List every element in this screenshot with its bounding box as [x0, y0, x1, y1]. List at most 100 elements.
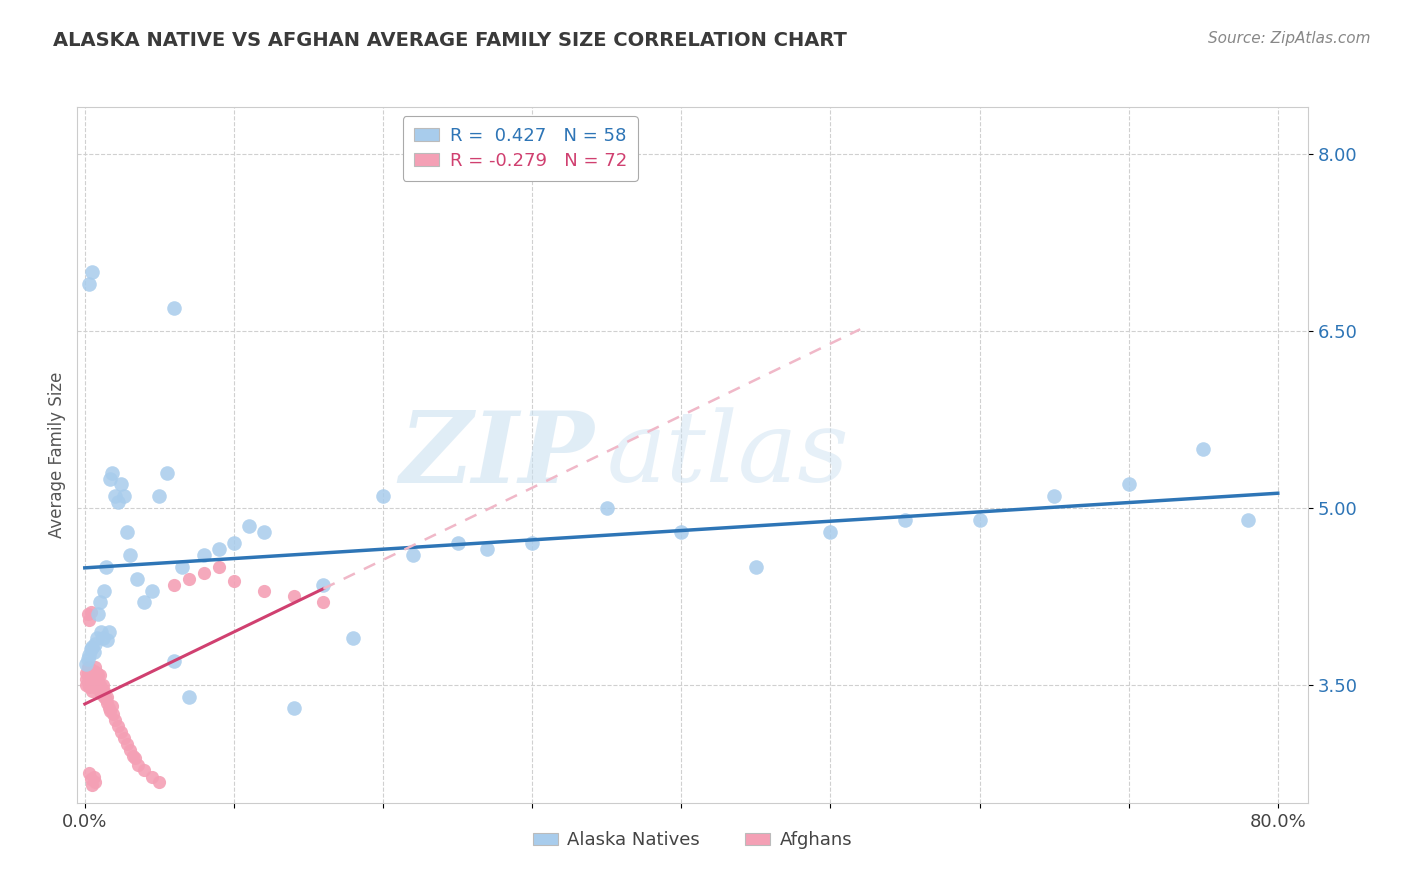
Point	[134, 763, 156, 777]
Point	[96, 696, 118, 710]
Point	[75, 672, 97, 686]
Point	[193, 548, 215, 562]
Point	[76, 652, 98, 666]
Point	[312, 595, 335, 609]
Point	[156, 466, 179, 480]
Point	[77, 666, 100, 681]
Point	[93, 690, 115, 704]
Point	[104, 713, 127, 727]
Point	[371, 489, 394, 503]
Point	[89, 678, 111, 692]
Point	[86, 680, 108, 694]
Point	[253, 524, 276, 539]
Point	[402, 548, 425, 562]
Point	[107, 719, 129, 733]
Point	[520, 536, 543, 550]
Point	[121, 748, 143, 763]
Point	[86, 666, 108, 681]
Point	[1043, 489, 1066, 503]
Point	[969, 513, 991, 527]
Point	[89, 595, 111, 609]
Point	[283, 590, 305, 604]
Point	[222, 574, 245, 588]
Point	[76, 675, 98, 690]
Point	[163, 654, 186, 668]
Point	[82, 640, 104, 654]
Point	[77, 660, 100, 674]
Point	[134, 595, 156, 609]
Point	[94, 692, 117, 706]
Point	[1118, 477, 1140, 491]
Point	[100, 466, 122, 480]
Point	[89, 683, 111, 698]
Point	[82, 265, 104, 279]
Point	[148, 489, 170, 503]
Point	[97, 624, 120, 639]
Point	[87, 668, 110, 682]
Point	[208, 560, 231, 574]
Point	[477, 542, 499, 557]
Text: atlas: atlas	[606, 408, 849, 502]
Y-axis label: Average Family Size: Average Family Size	[48, 372, 66, 538]
Point	[91, 683, 114, 698]
Point	[75, 657, 97, 671]
Point	[77, 672, 100, 686]
Point	[82, 683, 104, 698]
Point	[76, 668, 98, 682]
Point	[98, 704, 121, 718]
Point	[745, 560, 768, 574]
Point	[820, 524, 842, 539]
Point	[77, 680, 100, 694]
Point	[80, 642, 103, 657]
Point	[83, 645, 105, 659]
Point	[107, 495, 129, 509]
Point	[163, 301, 186, 315]
Point	[115, 524, 138, 539]
Point	[80, 678, 103, 692]
Point	[75, 666, 97, 681]
Point	[312, 577, 335, 591]
Point	[342, 631, 364, 645]
Point	[83, 680, 105, 694]
Point	[82, 666, 104, 681]
Point	[76, 660, 98, 674]
Point	[1237, 513, 1260, 527]
Point	[83, 672, 105, 686]
Point	[96, 690, 118, 704]
Point	[283, 701, 305, 715]
Point	[110, 477, 132, 491]
Point	[76, 664, 98, 678]
Point	[170, 560, 193, 574]
Point	[80, 664, 103, 678]
Point	[112, 731, 135, 745]
Point	[163, 577, 186, 591]
Point	[193, 566, 215, 580]
Point	[91, 631, 114, 645]
Point	[596, 500, 619, 515]
Point	[222, 536, 245, 550]
Point	[894, 513, 917, 527]
Point	[124, 751, 146, 765]
Point	[75, 678, 97, 692]
Text: ZIP: ZIP	[399, 407, 595, 503]
Point	[90, 624, 112, 639]
Point	[97, 701, 120, 715]
Legend: Alaska Natives, Afghans: Alaska Natives, Afghans	[526, 824, 859, 856]
Point	[101, 707, 124, 722]
Point	[86, 631, 108, 645]
Point	[93, 583, 115, 598]
Point	[80, 668, 103, 682]
Point	[84, 660, 107, 674]
Point	[77, 277, 100, 291]
Point	[84, 637, 107, 651]
Point	[253, 583, 276, 598]
Point	[80, 772, 103, 787]
Point	[112, 489, 135, 503]
Point	[84, 678, 107, 692]
Point	[87, 675, 110, 690]
Point	[84, 668, 107, 682]
Point	[84, 774, 107, 789]
Point	[94, 560, 117, 574]
Point	[87, 607, 110, 621]
Point	[127, 758, 149, 772]
